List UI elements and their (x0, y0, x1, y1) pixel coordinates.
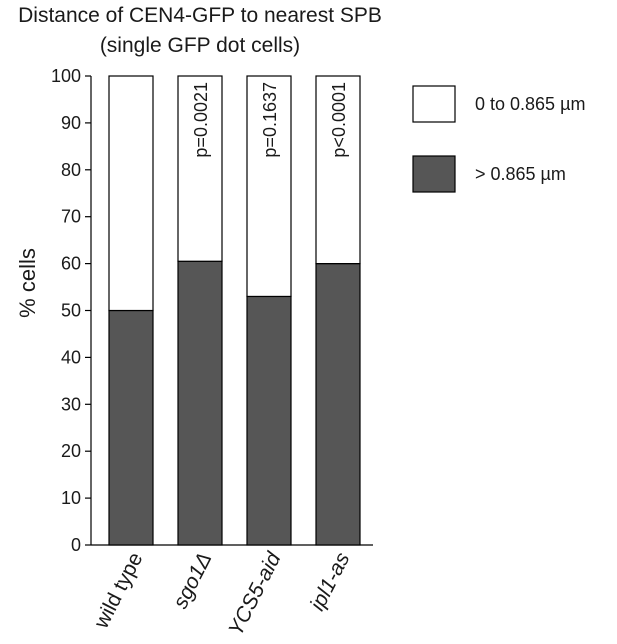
y-tick-label: 90 (61, 113, 81, 133)
x-tick-label: ipl1-as (306, 548, 355, 614)
x-tick-label: wild type (89, 549, 147, 633)
p-value-label: p<0.0001 (329, 82, 349, 158)
legend: 0 to 0.865 µm > 0.865 µm (412, 85, 585, 193)
x-tick-label: sgo1Δ (169, 549, 217, 613)
x-tick-label: YCS5-aid (224, 548, 286, 640)
chart-subtitle: (single GFP dot cells) (100, 34, 300, 57)
y-tick-label: 0 (71, 535, 81, 555)
bar-segment-above-threshold (177, 260, 223, 546)
legend-label: > 0.865 µm (475, 164, 566, 184)
bar-segment-above-threshold (315, 263, 361, 546)
y-tick-label: 50 (61, 301, 81, 321)
legend-swatch (412, 85, 456, 123)
bar-segment-below-threshold (108, 75, 154, 312)
y-tick-label: 100 (51, 66, 81, 86)
bar-segment-above-threshold (246, 295, 292, 546)
bar-segment-below-threshold (315, 75, 361, 265)
bar-segment-below-threshold (246, 75, 292, 298)
p-value-label: p=0.1637 (260, 82, 280, 158)
legend-swatch (412, 155, 456, 193)
y-tick-label: 30 (61, 394, 81, 414)
legend-label: 0 to 0.865 µm (475, 94, 585, 114)
bar-segment-below-threshold (177, 75, 223, 262)
chart-title: Distance of CEN4-GFP to nearest SPB (18, 4, 382, 27)
y-axis-label: % cells (15, 248, 40, 318)
y-tick-label: 80 (61, 160, 81, 180)
y-tick-label: 10 (61, 488, 81, 508)
bar-segment-above-threshold (108, 309, 154, 546)
p-value-label: p=0.0021 (191, 82, 211, 158)
y-tick-label: 60 (61, 254, 81, 274)
y-tick-label: 20 (61, 441, 81, 461)
y-tick-label: 70 (61, 207, 81, 227)
plot-area: 0 10 20 30 40 50 60 70 80 90 100 wild type p=0.0021 s… (51, 66, 373, 639)
y-tick-label: 40 (61, 347, 81, 367)
